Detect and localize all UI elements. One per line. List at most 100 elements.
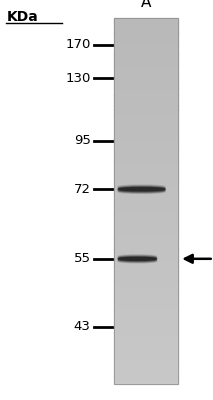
Bar (114, 296, 178, 300)
Bar (114, 270, 178, 274)
Bar (114, 266, 178, 270)
Bar (114, 215, 178, 219)
Bar (114, 25, 178, 29)
Bar (114, 168, 178, 172)
Text: KDa: KDa (6, 10, 38, 24)
Bar (114, 314, 178, 318)
Bar (114, 362, 178, 366)
Bar (114, 380, 178, 384)
Bar (114, 285, 178, 289)
Bar (114, 106, 178, 110)
Bar (114, 164, 178, 168)
Ellipse shape (118, 186, 165, 190)
Bar (114, 230, 178, 234)
Bar (114, 241, 178, 245)
Bar (114, 325, 178, 329)
Bar (114, 131, 178, 135)
Bar (114, 332, 178, 336)
Ellipse shape (118, 257, 157, 260)
Bar (114, 259, 178, 263)
Bar (114, 146, 178, 150)
Bar (114, 186, 178, 190)
Bar (114, 234, 178, 238)
Bar (114, 135, 178, 139)
Bar (114, 369, 178, 373)
Bar (114, 84, 178, 88)
Bar (114, 204, 178, 208)
Bar (114, 358, 178, 362)
Bar (114, 256, 178, 260)
Bar (114, 321, 178, 326)
Bar (114, 278, 178, 282)
Bar (114, 157, 178, 161)
Bar (114, 197, 178, 201)
Bar (114, 124, 178, 128)
Bar (114, 354, 178, 358)
Text: 95: 95 (74, 134, 91, 147)
Ellipse shape (118, 188, 165, 192)
Text: 55: 55 (73, 252, 91, 265)
Bar (114, 281, 178, 285)
Ellipse shape (118, 255, 157, 258)
Bar (114, 149, 178, 154)
Bar (114, 50, 178, 55)
Bar (114, 171, 178, 175)
Bar (114, 109, 178, 113)
Bar (114, 102, 178, 106)
Bar (114, 138, 178, 142)
Bar (114, 292, 178, 296)
Bar (114, 329, 178, 333)
Bar (114, 201, 178, 205)
Bar (114, 80, 178, 84)
Bar (114, 222, 178, 227)
Bar (114, 365, 178, 369)
Bar (114, 208, 178, 212)
Bar (114, 343, 178, 347)
Ellipse shape (118, 256, 157, 259)
Bar (114, 113, 178, 117)
Bar (114, 237, 178, 241)
Text: A: A (141, 0, 151, 10)
Bar (114, 40, 178, 44)
Bar (114, 116, 178, 120)
Bar (114, 65, 178, 69)
Bar (114, 175, 178, 179)
Bar (114, 288, 178, 292)
Bar (114, 69, 178, 73)
Bar (114, 376, 178, 380)
Bar (114, 193, 178, 197)
Ellipse shape (118, 260, 157, 263)
Bar (114, 58, 178, 62)
Bar (114, 160, 178, 164)
Bar (114, 347, 178, 351)
Bar (114, 248, 178, 252)
Bar (114, 182, 178, 186)
Bar (114, 128, 178, 132)
Ellipse shape (118, 258, 157, 262)
Bar (114, 21, 178, 25)
Bar (114, 179, 178, 183)
Bar (114, 307, 178, 311)
Bar (114, 274, 178, 278)
Bar (114, 226, 178, 230)
Bar (114, 153, 178, 157)
Bar (114, 310, 178, 314)
Bar (114, 32, 178, 36)
Ellipse shape (118, 190, 165, 194)
Bar (114, 47, 178, 51)
Ellipse shape (118, 185, 165, 189)
Text: 170: 170 (65, 38, 91, 51)
Bar (114, 190, 178, 194)
Bar (114, 36, 178, 40)
Bar (114, 76, 178, 80)
Bar (114, 18, 178, 384)
Bar (114, 87, 178, 91)
Bar (114, 263, 178, 267)
Bar (114, 28, 178, 33)
Bar (114, 142, 178, 146)
Bar (114, 318, 178, 322)
Bar (114, 62, 178, 66)
Bar (114, 43, 178, 47)
Bar (114, 244, 178, 248)
Bar (114, 300, 178, 304)
